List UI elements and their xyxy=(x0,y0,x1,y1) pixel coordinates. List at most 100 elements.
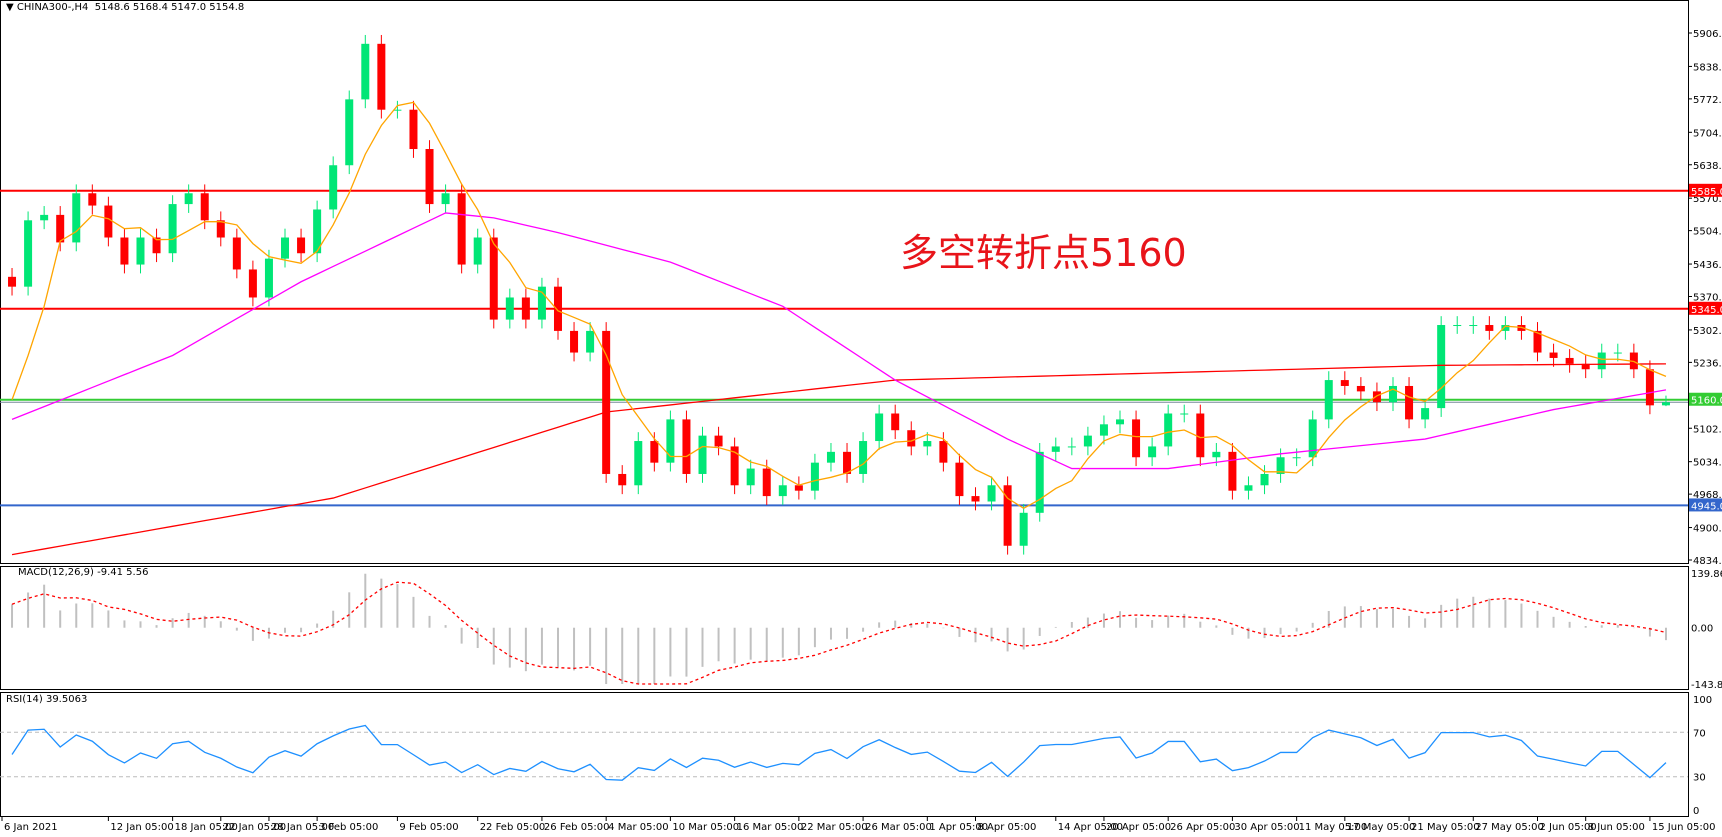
price-tick-label: 5772.0 xyxy=(1693,95,1722,106)
candle-body xyxy=(40,214,49,221)
price-tick-label: 4900.0 xyxy=(1693,524,1722,535)
time-tick-label: 15 Jun 05:00 xyxy=(1652,822,1716,833)
candle-body xyxy=(521,297,530,320)
candle-body xyxy=(1501,325,1510,331)
candle-body xyxy=(1180,413,1189,415)
ohlc-readout: 5148.6 5168.4 5147.0 5154.8 xyxy=(94,2,245,13)
candle-body xyxy=(1292,457,1301,459)
candle-body xyxy=(329,165,338,210)
candle-body xyxy=(1356,385,1365,392)
candle-body xyxy=(553,286,562,331)
rsi-tick-label: 30 xyxy=(1693,773,1706,784)
time-tick-label: 28 Jan 05:00 xyxy=(271,822,334,833)
time-tick-label: 8 Apr 05:00 xyxy=(977,822,1036,833)
candle-body xyxy=(1212,451,1221,458)
candle-body xyxy=(714,435,723,447)
candle-body xyxy=(505,297,514,320)
candle-body xyxy=(1597,352,1606,370)
candle-body xyxy=(859,441,868,474)
candle-body xyxy=(1083,435,1092,447)
level-label-bg xyxy=(1689,498,1722,512)
candle-body xyxy=(891,413,900,431)
level-label: 5160.0 xyxy=(1691,396,1722,407)
time-tick-label: 22 Feb 05:00 xyxy=(480,822,546,833)
level-label: 5345.0 xyxy=(1691,305,1722,316)
candle-body xyxy=(136,237,145,265)
time-tick-label: 8 Jun 05:00 xyxy=(1588,822,1645,833)
candle-body xyxy=(682,419,691,474)
macd-label: MACD(12,26,9) -9.41 5.56 xyxy=(18,567,149,578)
candle-body xyxy=(1244,485,1253,491)
candle-body xyxy=(1581,363,1590,370)
candle-body xyxy=(537,286,546,320)
time-tick-label: 26 Mar 05:00 xyxy=(865,822,932,833)
candle-body xyxy=(955,462,964,497)
candle-body xyxy=(441,193,450,205)
time-tick-label: 14 Apr 05:00 xyxy=(1058,822,1123,833)
rsi-tick-label: 100 xyxy=(1693,695,1712,706)
candle-body xyxy=(377,43,386,110)
candle-body xyxy=(650,441,659,463)
candle-body xyxy=(232,237,241,270)
candle-body xyxy=(281,237,290,259)
candle-body xyxy=(618,473,627,486)
price-tick-label: 5436.0 xyxy=(1693,260,1722,271)
time-tick-label: 2 Jun 05:00 xyxy=(1540,822,1597,833)
price-tick-label: 5302.0 xyxy=(1693,326,1722,337)
candle-body xyxy=(1276,457,1285,474)
macd-tick-label: 0.00 xyxy=(1691,624,1713,635)
candle-body xyxy=(634,441,643,486)
candle-body xyxy=(264,258,273,298)
rsi-label: RSI(14) 39.5063 xyxy=(6,694,88,705)
candle-body xyxy=(698,435,707,474)
price-tick-label: 5034.0 xyxy=(1693,458,1722,469)
time-tick-label: 1 Apr 05:00 xyxy=(929,822,988,833)
candle-body xyxy=(794,485,803,491)
candle-body xyxy=(1067,446,1076,448)
time-tick-label: 4 Mar 05:00 xyxy=(608,822,668,833)
time-tick-label: 9 Feb 05:00 xyxy=(399,822,458,833)
candle-body xyxy=(1469,325,1478,327)
candle-body xyxy=(1405,385,1414,420)
candle-body xyxy=(345,99,354,166)
time-tick-label: 30 Apr 05:00 xyxy=(1234,822,1299,833)
time-tick-label: 22 Mar 05:00 xyxy=(801,822,868,833)
candle-body xyxy=(1132,419,1141,458)
candle-body xyxy=(152,237,161,254)
candle-body xyxy=(361,43,370,100)
candle-body xyxy=(1421,408,1430,420)
candle-body xyxy=(88,193,97,206)
level-label: 4945.0 xyxy=(1691,501,1722,512)
time-tick-label: 3 Feb 05:00 xyxy=(319,822,378,833)
price-tick-label: 5504.0 xyxy=(1693,227,1722,238)
price-tick-label: 5704.0 xyxy=(1693,128,1722,139)
candle-body xyxy=(120,237,129,265)
candle-body xyxy=(1388,385,1397,403)
symbol-label: CHINA300-,H4 xyxy=(16,2,89,13)
macd-signal-line xyxy=(11,581,1667,685)
candle-body xyxy=(1003,485,1012,546)
candle-body xyxy=(907,430,916,447)
candle-body xyxy=(1661,402,1670,406)
candle-body xyxy=(200,193,209,221)
time-tick-label: 17 May 05:00 xyxy=(1347,822,1416,833)
candle-body xyxy=(393,109,402,111)
price-tick-label: 5102.0 xyxy=(1693,424,1722,435)
candle-body xyxy=(248,269,257,298)
candle-body xyxy=(457,193,466,265)
macd-tick-label: 139.86 xyxy=(1691,569,1722,580)
candle-body xyxy=(1148,446,1157,458)
candle-body xyxy=(1099,424,1108,436)
time-tick-label: 18 Jan 05:00 xyxy=(175,822,238,833)
time-tick-label: 12 Jan 05:00 xyxy=(110,822,173,833)
turning-point-annotation: 多空转折点5160 xyxy=(900,231,1187,275)
candle-body xyxy=(1196,413,1205,458)
candle-body xyxy=(602,330,611,474)
price-tick-label: 5236.0 xyxy=(1693,358,1722,369)
price-tick-label: 4968.0 xyxy=(1693,490,1722,501)
price-tick-label: 5638.0 xyxy=(1693,161,1722,172)
candle-body xyxy=(843,451,852,474)
candle-body xyxy=(409,109,418,150)
candle-body xyxy=(1340,380,1349,386)
